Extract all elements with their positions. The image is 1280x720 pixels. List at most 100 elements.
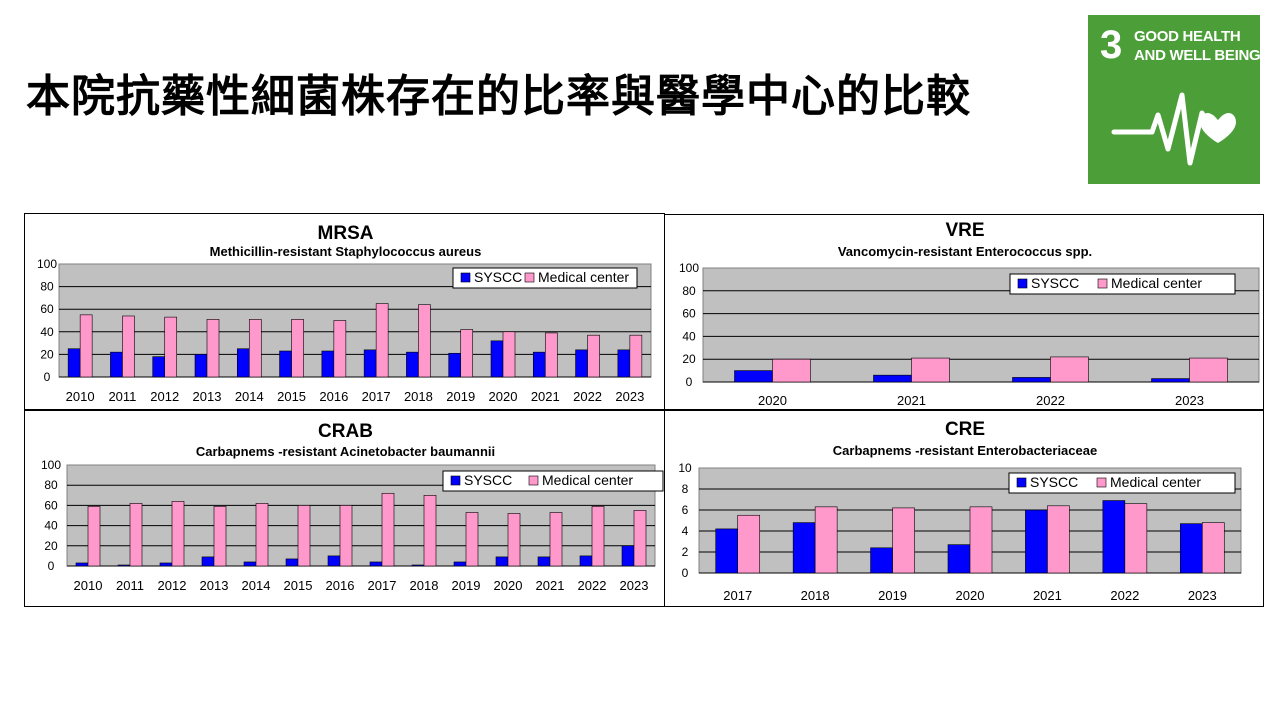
bar-syscc [411, 564, 425, 567]
bar-syscc [236, 348, 250, 378]
bar-medical-center [892, 507, 915, 574]
sdg-label-line1: GOOD HEALTH [1134, 28, 1241, 45]
x-category-label: 2016 [326, 578, 355, 593]
bar-syscc [495, 556, 509, 567]
x-category-label: 2021 [1033, 588, 1062, 603]
legend-label-medical-center: Medical center [538, 269, 629, 285]
chart-panel-cre: CRE Carbapnems -resistant Enterobacteriac… [664, 410, 1264, 607]
bar-syscc [67, 348, 81, 378]
bar-syscc [75, 562, 89, 567]
legend-swatch-syscc [1017, 278, 1028, 289]
bar-medical-center [291, 319, 304, 378]
bar-syscc [243, 561, 257, 567]
bar-medical-center [544, 332, 558, 378]
sdg-goal-3-badge: 3 GOOD HEALTH AND WELL BEING [1088, 15, 1261, 184]
y-tick-label: 0 [44, 370, 51, 384]
x-category-label: 2022 [573, 389, 602, 404]
bar-medical-center [418, 304, 431, 378]
y-tick-label: 20 [40, 347, 54, 361]
x-category-label: 2010 [66, 389, 95, 404]
legend-box [442, 470, 664, 492]
x-category-label: 2021 [536, 578, 565, 593]
x-category-label: 2014 [242, 578, 271, 593]
bar-syscc [369, 561, 383, 567]
legend-label-syscc: SYSCC [464, 472, 512, 488]
y-tick-label: 100 [679, 261, 699, 275]
y-tick-label: 100 [41, 458, 61, 472]
bar-syscc [621, 545, 635, 567]
x-category-label: 2023 [620, 578, 649, 593]
y-tick-label: 80 [44, 478, 58, 492]
chart-crab: CRAB Carbapnems -resistant Acinetobacter … [41, 421, 664, 593]
chart-title: VRE [945, 220, 984, 241]
x-category-label: 2020 [494, 578, 523, 593]
x-category-label: 2018 [801, 588, 830, 603]
chart-legend: SYSCC Medical center [1008, 472, 1236, 494]
legend-box [1009, 273, 1236, 295]
legend-swatch-medical-center [1097, 278, 1108, 289]
x-category-label: 2022 [1036, 393, 1065, 408]
x-category-label: 2011 [116, 578, 144, 593]
x-category-label: 2017 [368, 578, 397, 593]
bar-syscc [1025, 509, 1048, 574]
bar-medical-center [255, 503, 269, 567]
y-tick-label: 80 [40, 280, 54, 294]
x-category-label: 2016 [319, 389, 348, 404]
bar-syscc [873, 374, 912, 383]
sdg-label: GOOD HEALTH AND WELL BEING [1134, 27, 1261, 65]
legend-swatch-medical-center [1096, 477, 1107, 488]
x-category-label: 2020 [489, 389, 518, 404]
bar-medical-center [164, 316, 178, 378]
y-tick-label: 2 [682, 545, 689, 559]
chart-panel-crab: CRAB Carbapnems -resistant Acinetobacter … [24, 410, 665, 607]
chart-title: CRE [945, 419, 985, 440]
bar-medical-center [339, 505, 353, 567]
chart-subtitle: Vancomycin-resistant Enterococcus spp. [838, 244, 1092, 259]
y-tick-label: 40 [682, 329, 696, 343]
y-tick-label: 0 [48, 559, 55, 573]
y-tick-label: 8 [682, 482, 689, 496]
bar-syscc [1012, 377, 1051, 383]
bar-medical-center [591, 506, 605, 567]
bar-medical-center [465, 512, 479, 567]
sdg-number: 3 [1100, 23, 1123, 67]
x-category-label: 2020 [956, 588, 985, 603]
chart-legend: SYSCC Medical center [1009, 273, 1236, 295]
chart-subtitle: Methicillin-resistant Staphylococcus aur… [210, 244, 482, 259]
y-tick-label: 10 [678, 461, 692, 475]
x-category-label: 2019 [452, 578, 481, 593]
bar-syscc [363, 349, 377, 378]
bar-medical-center [79, 314, 93, 378]
bar-syscc [1102, 500, 1126, 574]
chart-vre: VRE Vancomycin-resistant Enterococcus spp… [679, 220, 1260, 408]
bar-medical-center [122, 315, 135, 378]
x-category-label: 2013 [200, 578, 229, 593]
sdg-label-line2: AND WELL BEING [1134, 47, 1261, 64]
x-category-label: 2011 [108, 389, 136, 404]
bar-syscc [321, 350, 335, 378]
bar-syscc [537, 556, 551, 567]
bar-syscc [117, 564, 131, 567]
x-category-label: 2021 [897, 393, 926, 408]
bar-syscc [406, 351, 419, 378]
y-tick-label: 60 [682, 307, 696, 321]
bar-medical-center [911, 357, 950, 383]
chart-legend: SYSCC Medical center [452, 267, 638, 289]
bar-medical-center [737, 514, 761, 574]
legend-swatch-syscc [1016, 477, 1027, 488]
page-title: 本院抗藥性細菌株存在的比率與醫學中心的比較 [26, 71, 971, 122]
x-category-label: 2015 [277, 389, 306, 404]
chart-panel-vre: VRE Vancomycin-resistant Enterococcus spp… [664, 214, 1264, 410]
x-category-label: 2017 [362, 389, 391, 404]
bar-medical-center [171, 501, 185, 567]
legend-box [452, 267, 638, 289]
x-category-label: 2014 [235, 389, 264, 404]
bar-medical-center [1189, 357, 1228, 383]
y-tick-label: 40 [44, 519, 58, 533]
bar-syscc [575, 349, 588, 378]
bar-medical-center [1124, 503, 1148, 574]
legend-label-syscc: SYSCC [474, 269, 522, 285]
x-category-label: 2022 [578, 578, 607, 593]
legend-swatch-medical-center [524, 272, 535, 283]
bar-medical-center [814, 506, 838, 574]
